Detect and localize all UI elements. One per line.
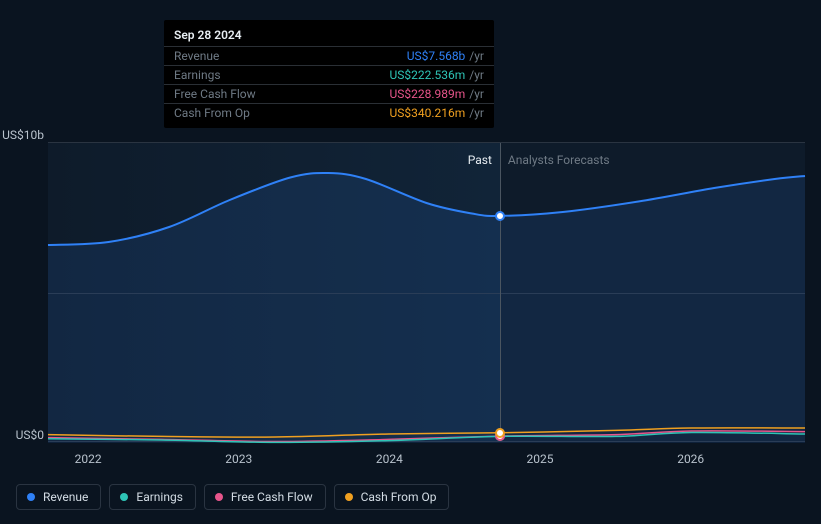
tooltip-metric-label: Cash From Op	[174, 106, 250, 120]
legend-label: Revenue	[43, 490, 88, 504]
legend-label: Cash From Op	[361, 490, 437, 504]
series-marker	[495, 211, 505, 221]
legend-dot-icon	[27, 493, 35, 501]
tooltip-date: Sep 28 2024	[164, 26, 494, 46]
legend-item[interactable]: Earnings	[109, 484, 196, 510]
tooltip-metric-label: Free Cash Flow	[174, 87, 256, 101]
y-axis-zero-label: US$0	[16, 428, 48, 442]
x-axis-label: 2025	[527, 452, 554, 466]
tooltip-metric-value: US$7.568b/yr	[407, 49, 484, 63]
x-axis-label: 2024	[376, 452, 403, 466]
x-axis-label: 2023	[225, 452, 252, 466]
legend-item[interactable]: Free Cash Flow	[204, 484, 326, 510]
legend-item[interactable]: Revenue	[16, 484, 101, 510]
tooltip-metric-value: US$228.989m/yr	[389, 87, 484, 101]
legend: Revenue Earnings Free Cash Flow Cash From O…	[16, 484, 449, 510]
series-marker	[495, 428, 505, 438]
tooltip-metric-label: Earnings	[174, 68, 221, 82]
tooltip-row: Earnings US$222.536m/yr	[164, 65, 494, 84]
hover-vertical-line	[500, 143, 501, 441]
legend-item[interactable]: Cash From Op	[334, 484, 450, 510]
legend-label: Free Cash Flow	[231, 490, 313, 504]
tooltip-row: Revenue US$7.568b/yr	[164, 46, 494, 65]
tooltip-row: Cash From Op US$340.216m/yr	[164, 103, 494, 122]
chart-plot-area[interactable]: Past Analysts Forecasts	[48, 142, 805, 442]
y-axis-max-label: US$10b	[2, 128, 48, 142]
legend-dot-icon	[215, 493, 223, 501]
x-axis-label: 2026	[677, 452, 704, 466]
tooltip-metric-value: US$340.216m/yr	[389, 106, 484, 120]
tooltip-metric-value: US$222.536m/yr	[389, 68, 484, 82]
legend-dot-icon	[345, 493, 353, 501]
chart-lines	[48, 143, 805, 443]
legend-dot-icon	[120, 493, 128, 501]
tooltip-metric-label: Revenue	[174, 49, 219, 63]
tooltip-row: Free Cash Flow US$228.989m/yr	[164, 84, 494, 103]
x-axis-label: 2022	[75, 452, 102, 466]
hover-tooltip: Sep 28 2024 Revenue US$7.568b/yrEarnings…	[164, 20, 494, 128]
legend-label: Earnings	[136, 490, 183, 504]
